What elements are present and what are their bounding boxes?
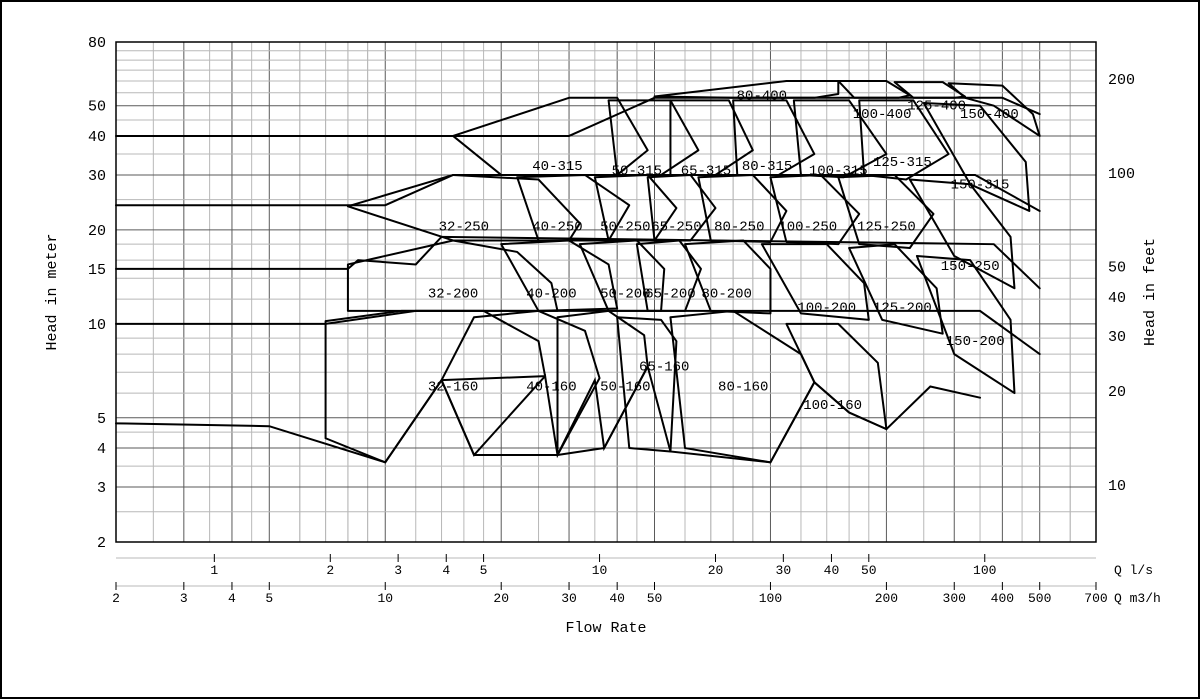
svg-text:4: 4 bbox=[442, 563, 450, 578]
pump-region-label: 125-200 bbox=[873, 300, 932, 316]
svg-text:40: 40 bbox=[1108, 290, 1126, 307]
svg-text:4: 4 bbox=[97, 441, 106, 458]
svg-text:80: 80 bbox=[88, 35, 106, 52]
pump-region-label: 32-160 bbox=[428, 379, 478, 395]
pump-region-label: 32-250 bbox=[439, 220, 489, 236]
pump-region-label: 50-315 bbox=[612, 163, 662, 179]
pump-region-label: 65-250 bbox=[651, 220, 701, 236]
pump-region-label: 100-250 bbox=[778, 220, 837, 236]
pump-region-label: 150-400 bbox=[960, 107, 1019, 123]
y-right-label: Head in feet bbox=[1142, 238, 1159, 346]
svg-text:400: 400 bbox=[991, 591, 1014, 606]
y-left-label: Head in meter bbox=[44, 233, 61, 350]
svg-text:5: 5 bbox=[480, 563, 488, 578]
pump-region-label: 80-400 bbox=[737, 88, 787, 104]
svg-text:30: 30 bbox=[1108, 329, 1126, 346]
pump-region-label: 125-315 bbox=[873, 155, 932, 171]
svg-text:40: 40 bbox=[609, 591, 625, 606]
svg-text:30: 30 bbox=[561, 591, 577, 606]
pump-region-label: 80-160 bbox=[718, 379, 768, 395]
svg-text:40: 40 bbox=[824, 563, 840, 578]
svg-text:500: 500 bbox=[1028, 591, 1051, 606]
svg-text:30: 30 bbox=[776, 563, 792, 578]
pump-region-label: 40-315 bbox=[532, 159, 582, 175]
svg-text:10: 10 bbox=[592, 563, 608, 578]
svg-text:20: 20 bbox=[708, 563, 724, 578]
pump-region-label: 100-400 bbox=[853, 107, 912, 123]
pump-region-label: 65-315 bbox=[681, 163, 731, 179]
pump-region-label: 40-160 bbox=[526, 379, 576, 395]
pump-region-label: 65-200 bbox=[645, 287, 695, 303]
pump-selection-chart: 234510152030405080Head in meter102030405… bbox=[16, 12, 1184, 687]
svg-text:50: 50 bbox=[647, 591, 663, 606]
pump-region-label: 150-315 bbox=[951, 177, 1010, 193]
svg-text:2: 2 bbox=[112, 591, 120, 606]
svg-text:10: 10 bbox=[377, 591, 393, 606]
svg-text:10: 10 bbox=[88, 317, 106, 334]
pump-region-label: 40-200 bbox=[526, 287, 576, 303]
svg-text:200: 200 bbox=[1108, 72, 1135, 89]
pump-region-label: 80-315 bbox=[742, 159, 792, 175]
pump-region-label: 65-160 bbox=[639, 360, 689, 376]
pump-region-label: 125-250 bbox=[857, 220, 916, 236]
svg-text:40: 40 bbox=[88, 129, 106, 146]
svg-text:20: 20 bbox=[1108, 384, 1126, 401]
pump-region-label: 40-250 bbox=[532, 220, 582, 236]
svg-text:1: 1 bbox=[210, 563, 218, 578]
svg-text:200: 200 bbox=[875, 591, 898, 606]
x-axis-label: Flow Rate bbox=[565, 620, 646, 637]
svg-text:20: 20 bbox=[493, 591, 509, 606]
svg-text:2: 2 bbox=[97, 535, 106, 552]
svg-text:2: 2 bbox=[326, 563, 334, 578]
pump-region-label: 80-200 bbox=[702, 287, 752, 303]
pump-region-label: 50-160 bbox=[600, 379, 650, 395]
pump-region-label: 100-160 bbox=[803, 398, 862, 414]
svg-text:3: 3 bbox=[180, 591, 188, 606]
pump-region-label: 125-400 bbox=[907, 99, 966, 115]
svg-text:700: 700 bbox=[1084, 591, 1107, 606]
pump-region-label: 32-200 bbox=[428, 287, 478, 303]
svg-text:50: 50 bbox=[1108, 260, 1126, 277]
svg-text:5: 5 bbox=[265, 591, 273, 606]
pump-region-label: 150-200 bbox=[946, 334, 1005, 350]
svg-text:100: 100 bbox=[973, 563, 996, 578]
svg-text:5: 5 bbox=[97, 411, 106, 428]
pump-region-label: 100-200 bbox=[797, 300, 856, 316]
x-unit-m3h: Q m3/h bbox=[1114, 591, 1161, 606]
pump-region-label: 80-250 bbox=[714, 220, 764, 236]
svg-text:15: 15 bbox=[88, 262, 106, 279]
pump-region bbox=[838, 175, 933, 248]
pump-region-label: 150-250 bbox=[941, 259, 1000, 275]
svg-text:3: 3 bbox=[394, 563, 402, 578]
svg-text:3: 3 bbox=[97, 480, 106, 497]
svg-text:300: 300 bbox=[943, 591, 966, 606]
x-unit-ls: Q l/s bbox=[1114, 563, 1153, 578]
svg-text:10: 10 bbox=[1108, 478, 1126, 495]
svg-text:4: 4 bbox=[228, 591, 236, 606]
svg-text:30: 30 bbox=[88, 168, 106, 185]
svg-text:50: 50 bbox=[88, 99, 106, 116]
svg-text:20: 20 bbox=[88, 223, 106, 240]
pump-region-label: 100-315 bbox=[809, 163, 868, 179]
svg-text:50: 50 bbox=[861, 563, 877, 578]
pump-region-label: 50-250 bbox=[600, 220, 650, 236]
svg-text:100: 100 bbox=[1108, 166, 1135, 183]
pump-region-label: 50-200 bbox=[600, 287, 650, 303]
svg-text:100: 100 bbox=[759, 591, 782, 606]
